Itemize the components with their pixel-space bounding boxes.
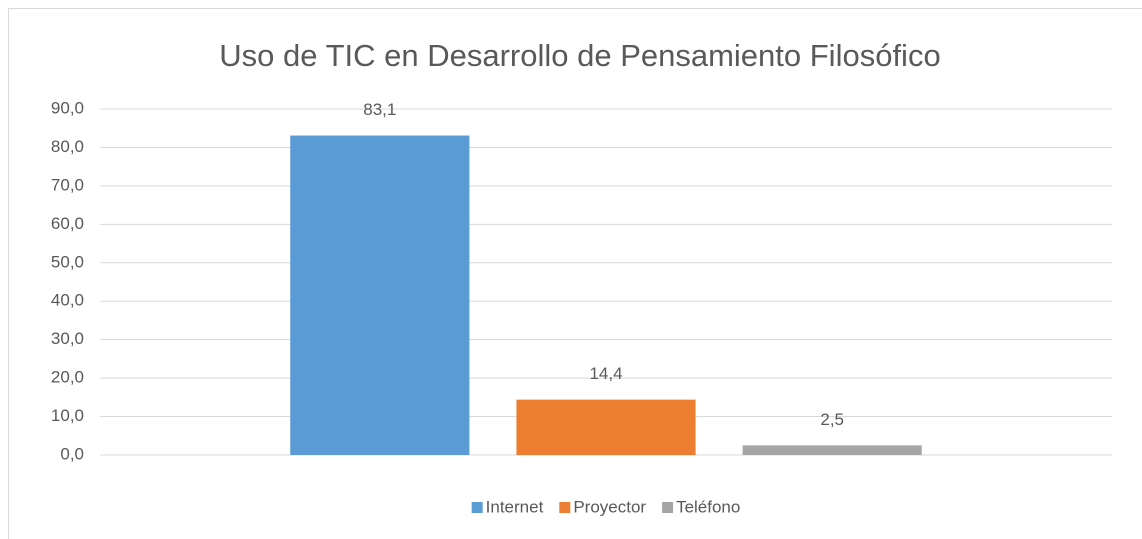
y-tick-label: 0,0	[60, 444, 84, 463]
legend-label: Proyector	[573, 497, 646, 516]
data-label: 14,4	[589, 364, 622, 383]
y-tick-label: 40,0	[51, 291, 84, 310]
y-tick-label: 90,0	[51, 98, 84, 117]
bar	[516, 399, 696, 455]
bar	[742, 445, 922, 455]
legend-swatch	[471, 502, 483, 513]
y-tick-label: 20,0	[51, 368, 84, 387]
data-label: 83,1	[363, 100, 396, 119]
y-tick-label: 30,0	[51, 329, 84, 348]
chart-title: Uso de TIC en Desarrollo de Pensamiento …	[219, 38, 940, 73]
y-tick-label: 10,0	[51, 406, 84, 425]
data-label: 2,5	[820, 410, 844, 429]
y-tick-label: 60,0	[51, 214, 84, 233]
legend-swatch	[559, 502, 571, 513]
y-tick-label: 70,0	[51, 175, 84, 194]
y-tick-label: 50,0	[51, 252, 84, 271]
legend-label: Internet	[486, 497, 544, 516]
legend-label: Teléfono	[676, 497, 740, 516]
legend-swatch	[662, 502, 674, 513]
chart-frame	[8, 8, 1142, 539]
y-tick-label: 80,0	[51, 137, 84, 156]
bar	[290, 135, 470, 455]
